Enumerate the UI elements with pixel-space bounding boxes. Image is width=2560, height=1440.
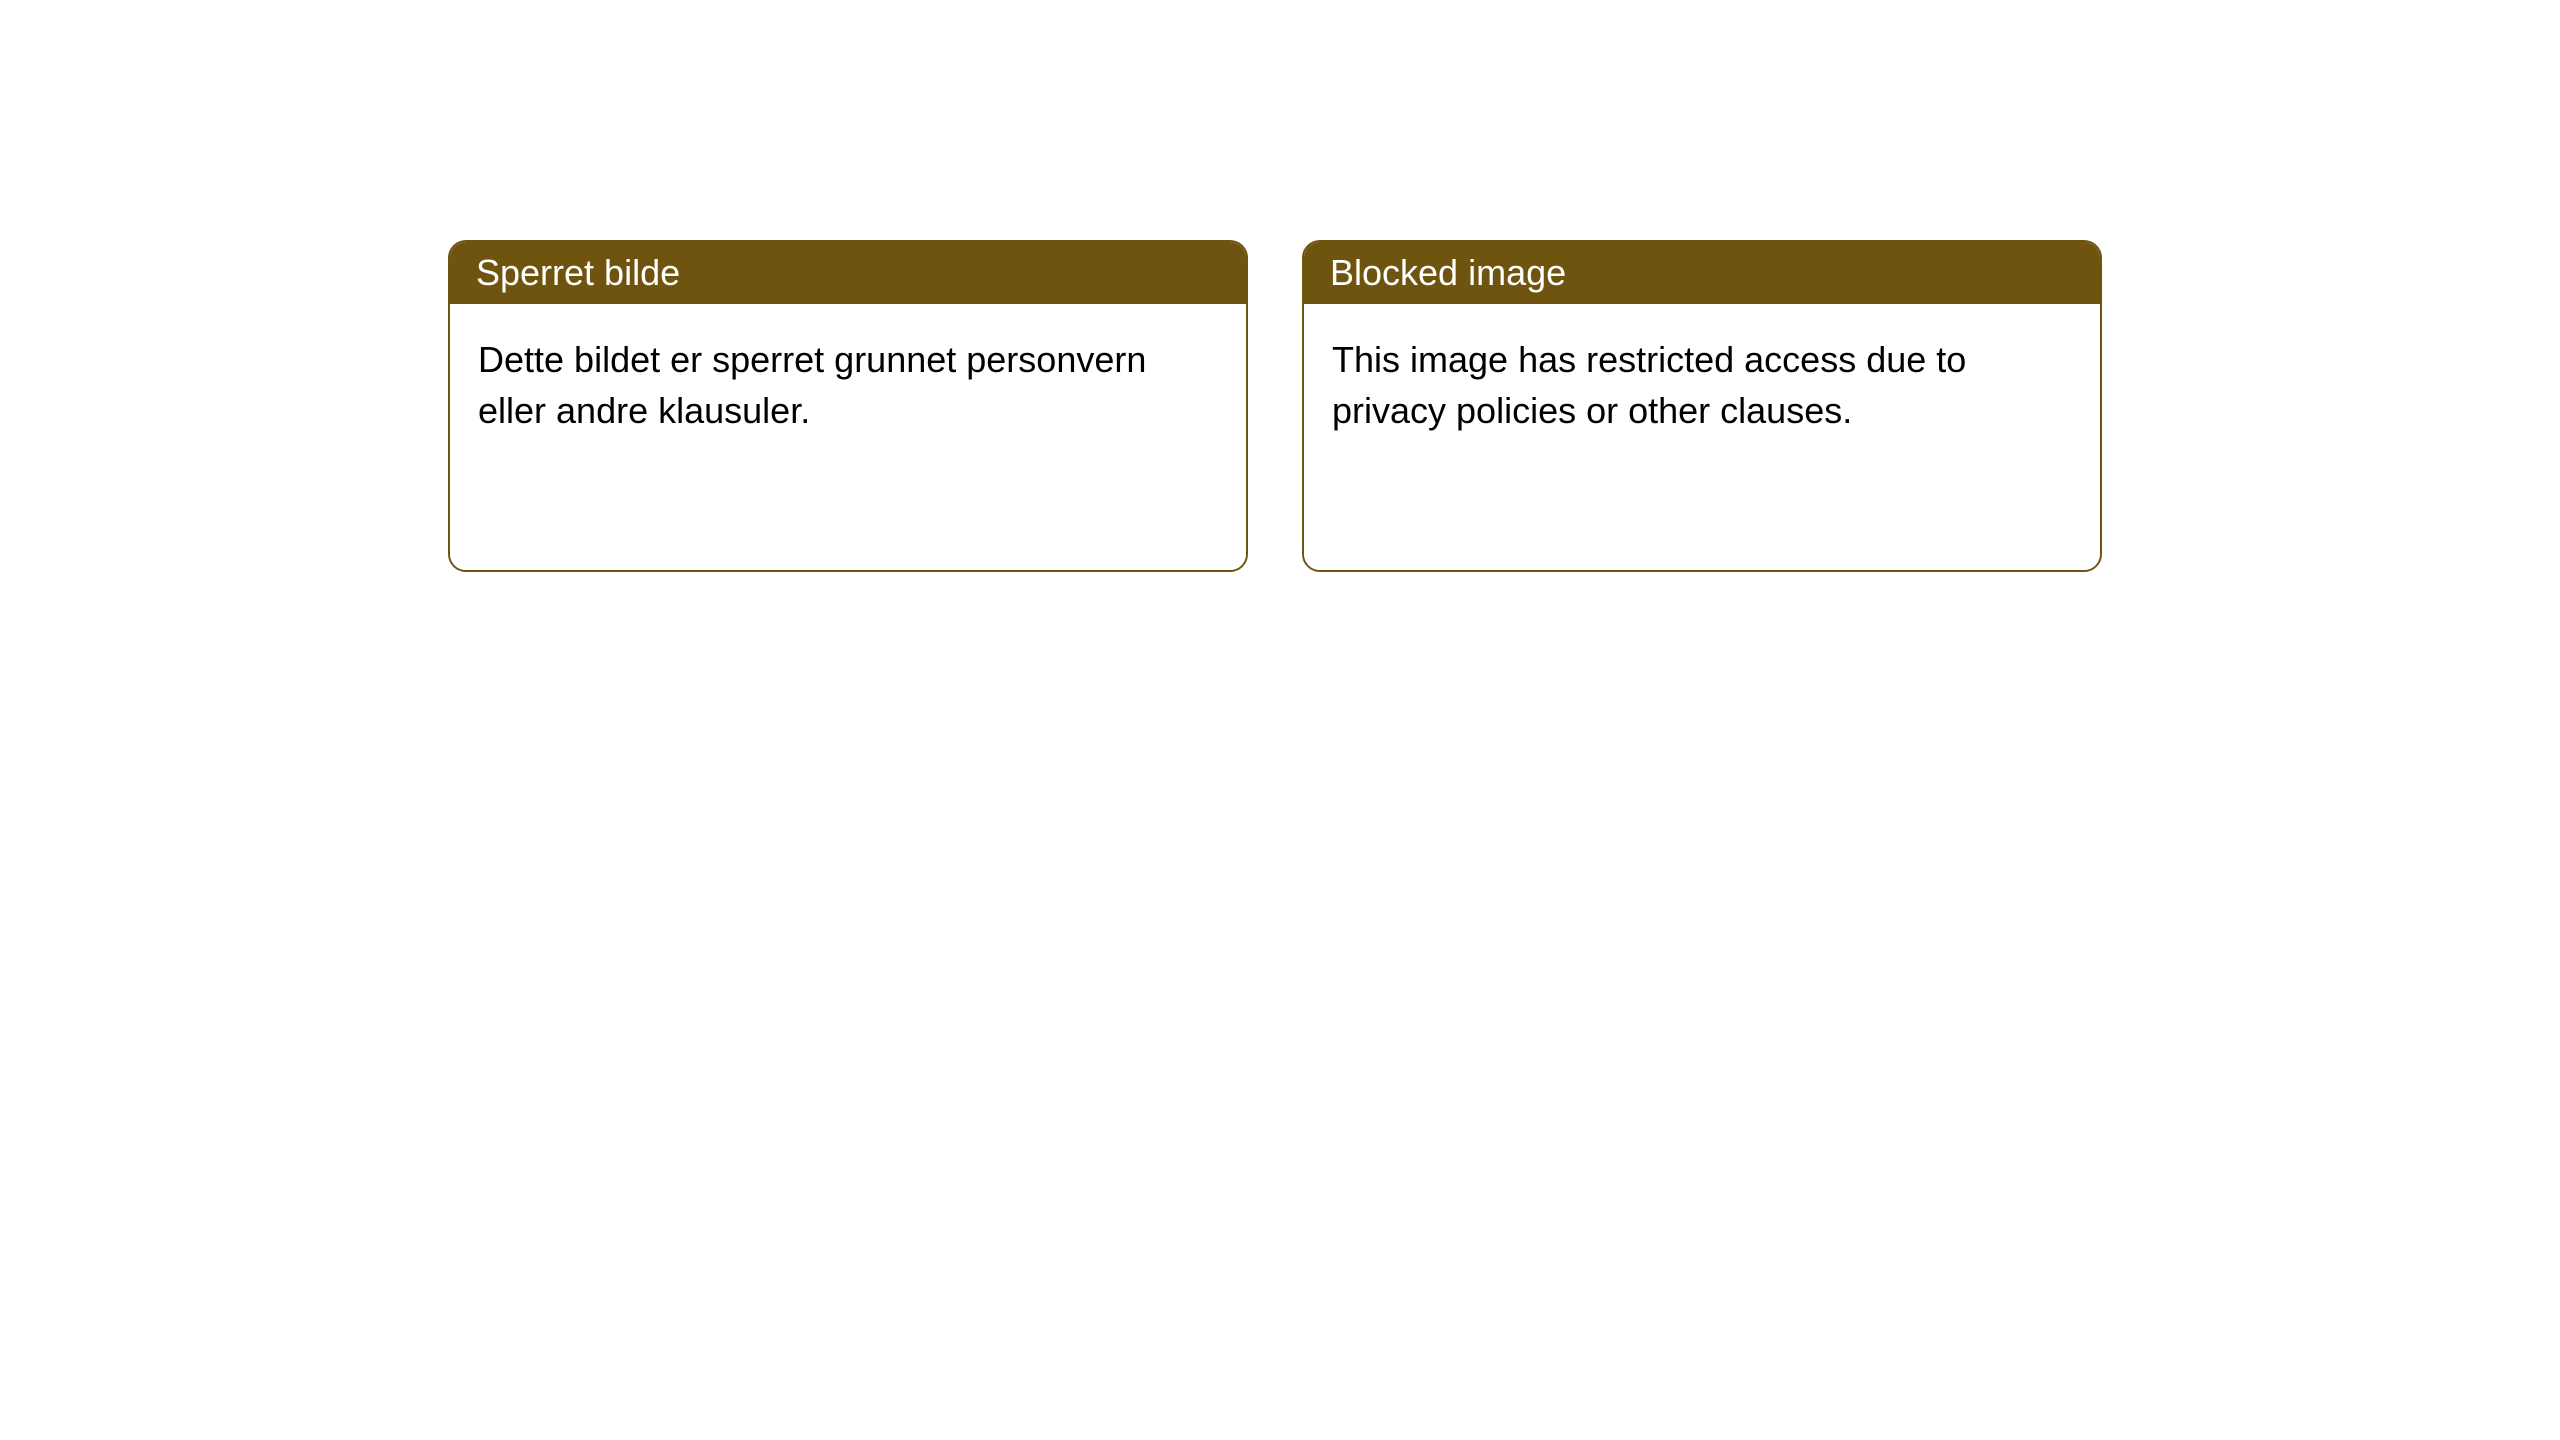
notice-body: This image has restricted access due to … xyxy=(1304,304,2100,572)
notice-header: Blocked image xyxy=(1304,242,2100,304)
notice-header: Sperret bilde xyxy=(450,242,1246,304)
notice-body: Dette bildet er sperret grunnet personve… xyxy=(450,304,1246,572)
notice-container: Sperret bilde Dette bildet er sperret gr… xyxy=(0,0,2560,572)
notice-card-norwegian: Sperret bilde Dette bildet er sperret gr… xyxy=(448,240,1248,572)
notice-card-english: Blocked image This image has restricted … xyxy=(1302,240,2102,572)
